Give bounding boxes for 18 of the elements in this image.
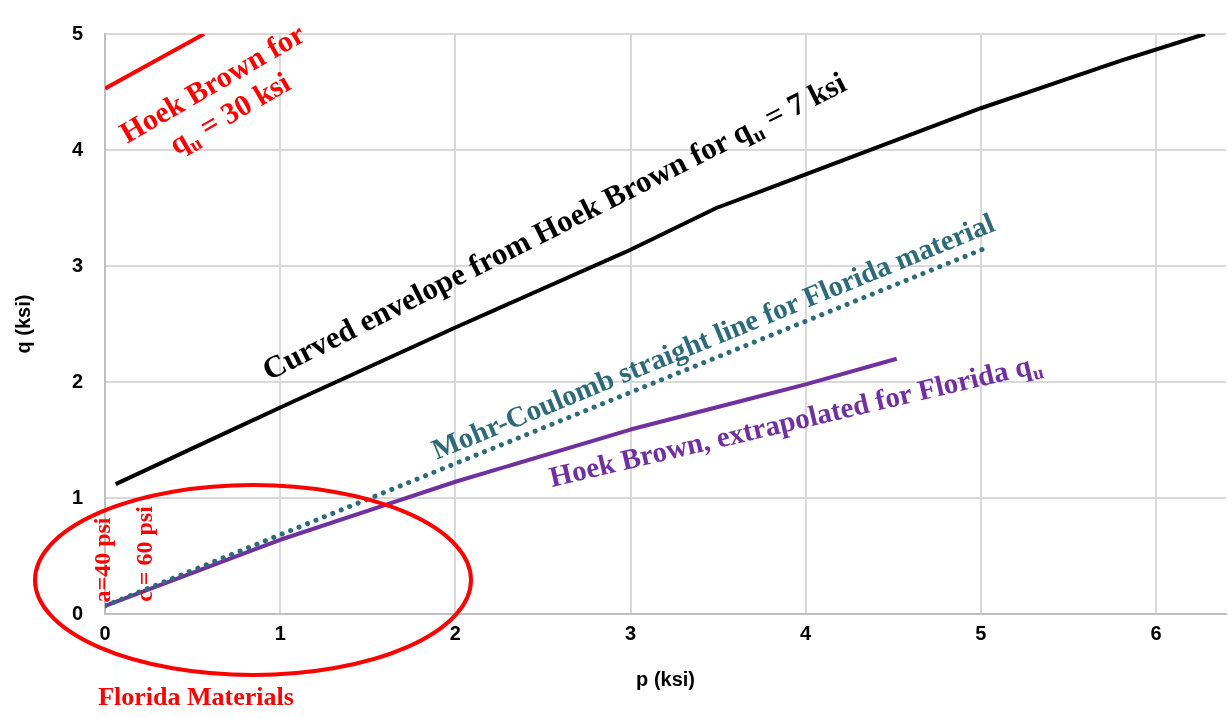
x-tick-label: 0 [99, 621, 111, 644]
y-tick-label: 1 [72, 485, 84, 508]
x-tick-label: 6 [1150, 621, 1162, 644]
y-tick-label: 5 [72, 21, 84, 44]
x-tick-label: 1 [274, 621, 286, 644]
annotation: c = 60 psi [131, 505, 158, 602]
y-tick-label: 4 [72, 137, 84, 160]
y-tick-label: 2 [72, 369, 84, 392]
y-tick-label: 0 [72, 601, 84, 624]
y-tick-label: 3 [72, 253, 84, 276]
x-tick-label: 4 [800, 621, 813, 644]
y-axis-title: q (ksi) [11, 294, 34, 354]
x-tick-label: 2 [449, 621, 461, 644]
x-tick-label: 3 [624, 621, 637, 644]
text: Florida Materials [98, 681, 294, 711]
x-axis-title: p (ksi) [636, 667, 696, 690]
annotation: a=40 psi [89, 517, 116, 603]
x-tick-label: 5 [975, 621, 987, 644]
